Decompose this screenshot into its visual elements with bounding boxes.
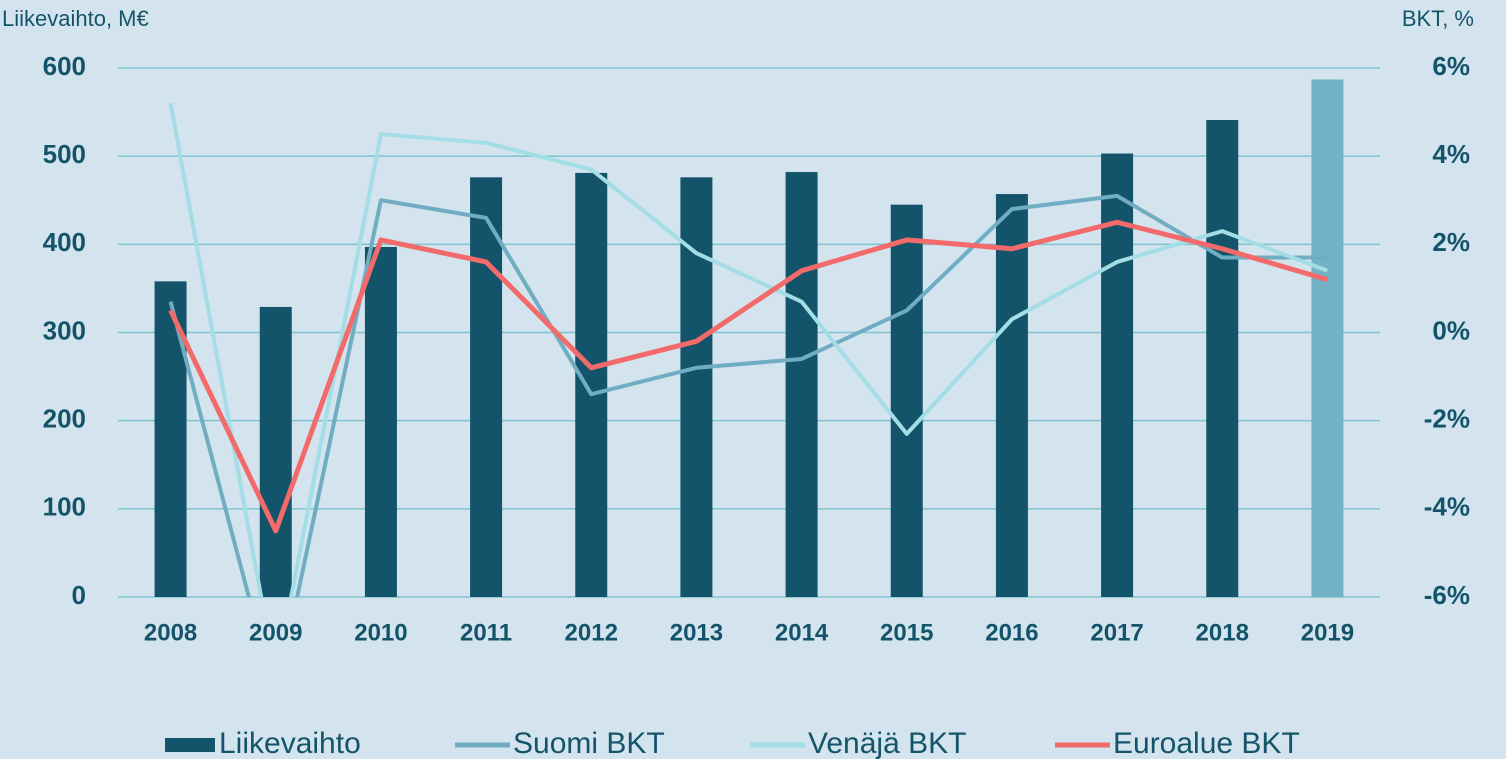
legend-label: Euroalue BKT <box>1113 727 1300 759</box>
line <box>168 102 1329 597</box>
x-tick-label: 2011 <box>460 619 512 646</box>
y-tick-label: 0 <box>72 580 86 610</box>
plot <box>154 79 1344 597</box>
x-tick-label: 2014 <box>775 619 829 646</box>
y2-tick-label: 4% <box>1432 139 1470 169</box>
y-tick-label: 200 <box>43 404 86 434</box>
line <box>168 219 1329 534</box>
y-tick-label: 500 <box>43 139 86 169</box>
y2-tick-label: 2% <box>1432 227 1470 257</box>
bar <box>259 306 292 597</box>
legend-swatch <box>165 738 215 752</box>
x-tick-label: 2008 <box>144 619 197 646</box>
x-tick-label: 2018 <box>1196 619 1249 646</box>
bar <box>1311 79 1344 597</box>
x-tick-label: 2016 <box>985 619 1038 646</box>
y2-tick-label: 6% <box>1432 51 1470 81</box>
y2-tick-label: -6% <box>1424 580 1470 610</box>
y2-tick-label: -2% <box>1424 404 1470 434</box>
x-tick-label: 2015 <box>880 619 933 646</box>
bar <box>364 246 397 597</box>
y2-axis-label: BKT, % <box>1402 6 1474 31</box>
y-tick-label: 100 <box>43 492 86 522</box>
line <box>168 193 1328 597</box>
y-tick-label: 400 <box>43 227 86 257</box>
x-tick-label: 2013 <box>670 619 723 646</box>
x-tick-label: 2010 <box>354 619 407 646</box>
y2-tick-label: 0% <box>1432 315 1470 345</box>
x-tick-label: 2012 <box>565 619 618 646</box>
bar <box>575 172 608 597</box>
bar <box>890 204 923 597</box>
bar <box>995 194 1028 597</box>
y-tick-label: 300 <box>43 315 86 345</box>
x-tick-label: 2009 <box>249 619 302 646</box>
bar <box>680 177 713 597</box>
x-tick-label: 2017 <box>1090 619 1143 646</box>
y-axis-label: Liikevaihto, M€ <box>2 6 149 31</box>
y-tick-label: 600 <box>43 51 86 81</box>
y2-tick-label: -4% <box>1424 492 1470 522</box>
x-tick-label: 2019 <box>1301 619 1354 646</box>
bar <box>1206 120 1239 597</box>
bar <box>785 172 818 597</box>
legend-label: Venäjä BKT <box>808 727 966 759</box>
legend-label: Liikevaihto <box>219 727 361 759</box>
legend-label: Suomi BKT <box>513 727 665 759</box>
bar <box>470 177 503 597</box>
